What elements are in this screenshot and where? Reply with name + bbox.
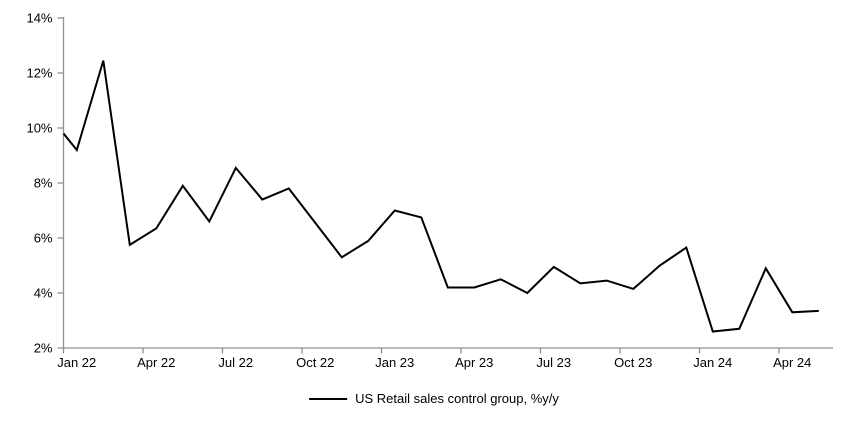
y-axis-label: 14%	[26, 11, 52, 26]
x-axis-label: Apr 23	[455, 355, 493, 370]
y-axis-label: 10%	[26, 121, 52, 136]
x-axis-label: Jan 23	[375, 355, 414, 370]
x-axis-label: Jul 23	[536, 355, 571, 370]
legend-line-sample	[309, 397, 348, 400]
legend-label: US Retail sales control group, %y/y	[355, 391, 559, 406]
x-axis-label: Jan 22	[57, 355, 96, 370]
x-axis-label: Apr 24	[773, 355, 811, 370]
x-axis-label: Jul 22	[218, 355, 253, 370]
y-axis-label: 6%	[34, 231, 53, 246]
y-axis-label: 4%	[34, 286, 53, 301]
x-axis-label: Apr 22	[137, 355, 175, 370]
series-line	[62, 60, 819, 333]
x-axis-label: Oct 23	[614, 355, 652, 370]
y-axis-label: 8%	[34, 176, 53, 191]
y-axis-label: 2%	[34, 341, 53, 356]
legend: US Retail sales control group, %y/y	[309, 391, 559, 406]
x-axis-label: Jan 24	[693, 355, 732, 370]
y-axis-label: 12%	[26, 66, 52, 81]
x-axis-label: Oct 22	[296, 355, 334, 370]
chart-plot-area: 2% 4% 6% 8% 10% 12% 14% Jan 22 Apr 22 Jul 22 Oct 2…	[26, 11, 833, 370]
